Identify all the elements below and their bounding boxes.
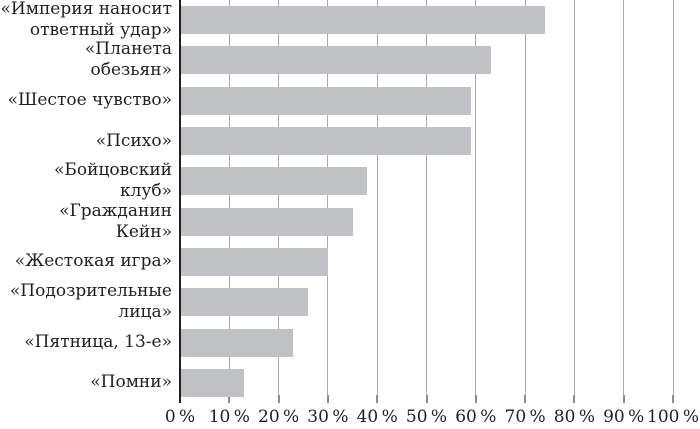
x-tick-label: 80 % <box>553 407 595 427</box>
bar-row-label: «Подозрительные лица» <box>9 281 172 323</box>
tick-mark <box>376 395 379 403</box>
tick-mark <box>277 395 280 403</box>
bar <box>180 46 491 75</box>
bar <box>180 6 545 35</box>
tick-mark <box>326 395 329 403</box>
tick-mark <box>622 395 625 403</box>
tick-mark <box>425 395 428 403</box>
x-tick-label: 30 % <box>307 407 349 427</box>
bar-row-label: «Планета обезьян» <box>84 39 172 81</box>
x-tick-label: 0 % <box>164 407 196 427</box>
bar-row-label: «Бойцовский клуб» <box>53 160 172 202</box>
gridline <box>327 0 329 403</box>
bar <box>180 167 368 196</box>
bar <box>180 368 245 397</box>
tick-mark <box>524 395 527 403</box>
tick-mark <box>228 395 231 403</box>
y-axis-line <box>179 0 181 403</box>
plot-area <box>179 0 674 403</box>
bar <box>180 247 328 276</box>
tick-mark <box>672 395 674 403</box>
bar-row-label: «Империя наносит ответный удар» <box>0 0 172 41</box>
tick-mark <box>573 395 576 403</box>
x-tick-label: 100 % <box>647 407 699 427</box>
gridline <box>672 0 674 403</box>
x-tick-label: 70 % <box>504 407 546 427</box>
x-tick-label: 10 % <box>208 407 250 427</box>
gridline <box>376 0 378 403</box>
x-tick-label: 50 % <box>405 407 448 427</box>
bar-row-label: «Жестокая игра» <box>14 251 172 272</box>
gridline <box>623 0 625 403</box>
gridline <box>524 0 526 403</box>
x-tick-label: 40 % <box>356 407 398 427</box>
bar <box>180 207 353 236</box>
bar <box>180 328 294 357</box>
y-axis-labels: «Империя наносит ответный удар» «Планета … <box>0 0 172 403</box>
gridline <box>426 0 427 403</box>
bar-row-label: «Помни» <box>90 372 172 393</box>
gridline <box>475 0 477 403</box>
bar <box>180 288 309 317</box>
x-tick-label: 90 % <box>603 407 645 427</box>
tick-mark <box>474 395 477 403</box>
x-axis: 0 % 10 % 20 % 30 % 40 % 50 % 60 % 70 % 80 % 90 % 1… <box>165 407 700 429</box>
gridline <box>573 0 575 403</box>
bar <box>180 86 471 115</box>
bar-row-label: «Психо» <box>95 130 172 151</box>
bar <box>180 127 471 156</box>
gridline <box>228 0 230 403</box>
bar-row-label: «Шестое чувство» <box>7 90 172 111</box>
bar-row-label: «Пятница, 13-е» <box>24 332 172 353</box>
x-tick-label: 20 % <box>258 407 300 427</box>
bar-row-label: «Гражданин Кейн» <box>59 200 172 242</box>
x-tick-label: 60 % <box>455 407 497 427</box>
gridline <box>278 0 280 403</box>
